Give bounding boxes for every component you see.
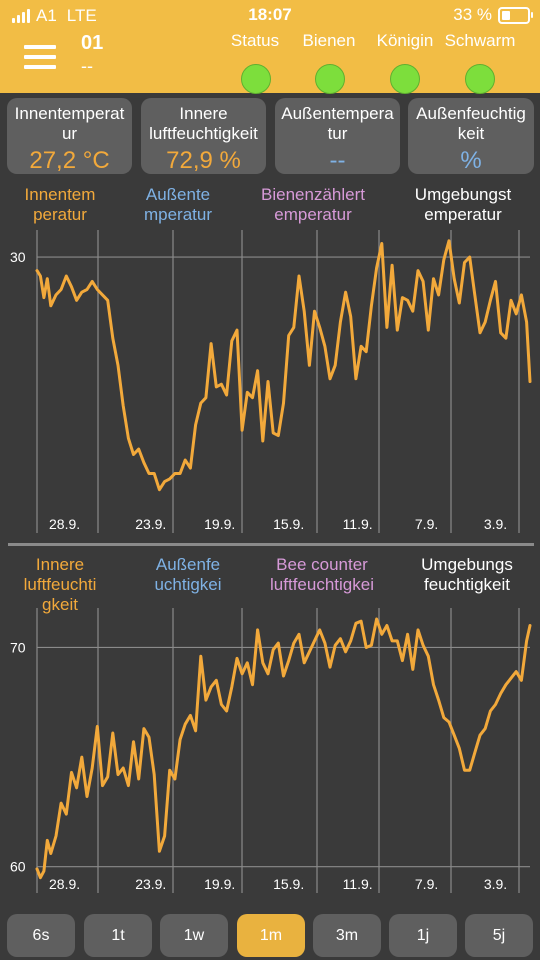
bees-indicator-dot	[315, 64, 345, 94]
card-outside-humidity[interactable]: Außenfeuchtig keit %	[408, 98, 534, 174]
x-tick-label: 23.9.	[135, 876, 166, 892]
range-button-3m[interactable]: 3m	[313, 914, 381, 957]
x-tick-label: 3.9.	[484, 876, 507, 892]
x-tick-label: 19.9.	[204, 876, 235, 892]
x-tick-label: 23.9.	[135, 516, 166, 532]
card-value: 72,9 %	[166, 147, 241, 174]
x-tick-label: 15.9.	[273, 516, 304, 532]
series-line-inside	[35, 617, 532, 880]
range-button-1j[interactable]: 1j	[389, 914, 457, 957]
temperature-plot: 30 3.9. 7.9. 11.9. 15.9. 19.9. 23.9. 28.9.	[10, 230, 532, 533]
legend-counter-temperature[interactable]: Bienenzählert emperatur	[261, 185, 365, 224]
x-tick-label: 15.9.	[273, 876, 304, 892]
summary-cards: Innentemperat ur 27,2 °C Innere luftfeucht…	[0, 98, 540, 176]
status-bar: A1 LTE 18:07 33 %	[0, 0, 540, 30]
range-button-6s[interactable]: 6s	[7, 914, 75, 957]
range-button-5j[interactable]: 5j	[465, 914, 533, 957]
legend-inside-temperature[interactable]: Innentem peratur	[24, 185, 96, 224]
status-indicator-dot	[241, 64, 271, 94]
range-button-1w[interactable]: 1w	[160, 914, 228, 957]
clock: 18:07	[248, 5, 292, 24]
card-value: %	[460, 147, 482, 174]
card-value: --	[329, 147, 346, 174]
app-header: A1 LTE 18:07 33 % 01 -- Status Bienen Kö…	[0, 0, 540, 94]
x-tick-label: 7.9.	[415, 876, 438, 892]
card-label: Innere luftfeuchtigkeit	[149, 104, 258, 143]
legend-outside-temperature[interactable]: Außente mperatur	[143, 185, 213, 224]
x-tick-label: 3.9.	[484, 516, 507, 532]
card-inside-temperature[interactable]: Innentemperat ur 27,2 °C	[7, 98, 132, 174]
temperature-chart[interactable]: Innentem peratur Außente mperatur Bienenzä…	[0, 183, 540, 543]
range-button-1t[interactable]: 1t	[84, 914, 152, 957]
y-tick-label: 30	[10, 249, 26, 265]
chart-divider	[8, 543, 534, 546]
swarm-indicator-dot	[465, 64, 495, 94]
card-label: Außentempera tur	[281, 104, 394, 143]
carrier-info: A1 LTE	[12, 6, 97, 26]
x-tick-label: 11.9.	[343, 876, 373, 892]
hive-subtitle: --	[81, 56, 93, 76]
queen-label: Königin	[376, 31, 434, 50]
card-label: Außenfeuchtig keit	[416, 104, 526, 143]
signal-icon	[12, 9, 30, 23]
swarm-label: Schwarm	[444, 31, 516, 50]
series-line-inside	[35, 239, 532, 492]
carrier-name: A1	[36, 6, 57, 25]
card-label: Innentemperat ur	[14, 104, 125, 143]
card-value: 27,2 °C	[29, 147, 110, 174]
time-range-selector: 6s 1t 1w 1m 3m 1j 5j	[0, 914, 540, 958]
x-tick-label: 11.9.	[343, 516, 373, 532]
humidity-plot: 70 60 3.9. 7.9. 11.9. 15.9. 19.9. 23.9. 28.9.	[10, 608, 532, 893]
humidity-chart[interactable]: Innere luftfeuchti gkeit Außenfe uchtigkei …	[0, 553, 540, 911]
battery-info: 33 %	[453, 5, 533, 25]
legend-outside-humidity[interactable]: Außenfe uchtigkei	[154, 555, 222, 594]
card-outside-temperature[interactable]: Außentempera tur --	[275, 98, 400, 174]
card-inside-humidity[interactable]: Innere luftfeuchtigkeit 72,9 %	[141, 98, 266, 174]
legend-ambient-temperature[interactable]: Umgebungst emperatur	[414, 185, 512, 224]
x-tick-label: 7.9.	[415, 516, 438, 532]
range-button-1m[interactable]: 1m	[237, 914, 305, 957]
network-type: LTE	[66, 6, 97, 25]
battery-percent: 33 %	[453, 5, 492, 24]
x-tick-label: 28.9.	[49, 516, 80, 532]
y-tick-label: 70	[10, 639, 26, 655]
status-label: Status	[230, 31, 280, 50]
y-tick-label: 60	[10, 859, 26, 875]
legend-ambient-humidity[interactable]: Umgebungs feuchtigkeit	[421, 555, 513, 594]
battery-icon	[498, 6, 533, 24]
bees-label: Bienen	[302, 31, 356, 50]
hamburger-menu-icon[interactable]	[24, 45, 56, 69]
queen-indicator-dot	[390, 64, 420, 94]
legend-inside-humidity[interactable]: Innere luftfeuchti gkeit	[23, 555, 97, 614]
legend-counter-humidity[interactable]: Bee counter luftfeuchtigkei	[270, 555, 374, 594]
x-tick-label: 28.9.	[49, 876, 80, 892]
hive-id: 01	[81, 32, 104, 54]
x-tick-label: 19.9.	[204, 516, 235, 532]
